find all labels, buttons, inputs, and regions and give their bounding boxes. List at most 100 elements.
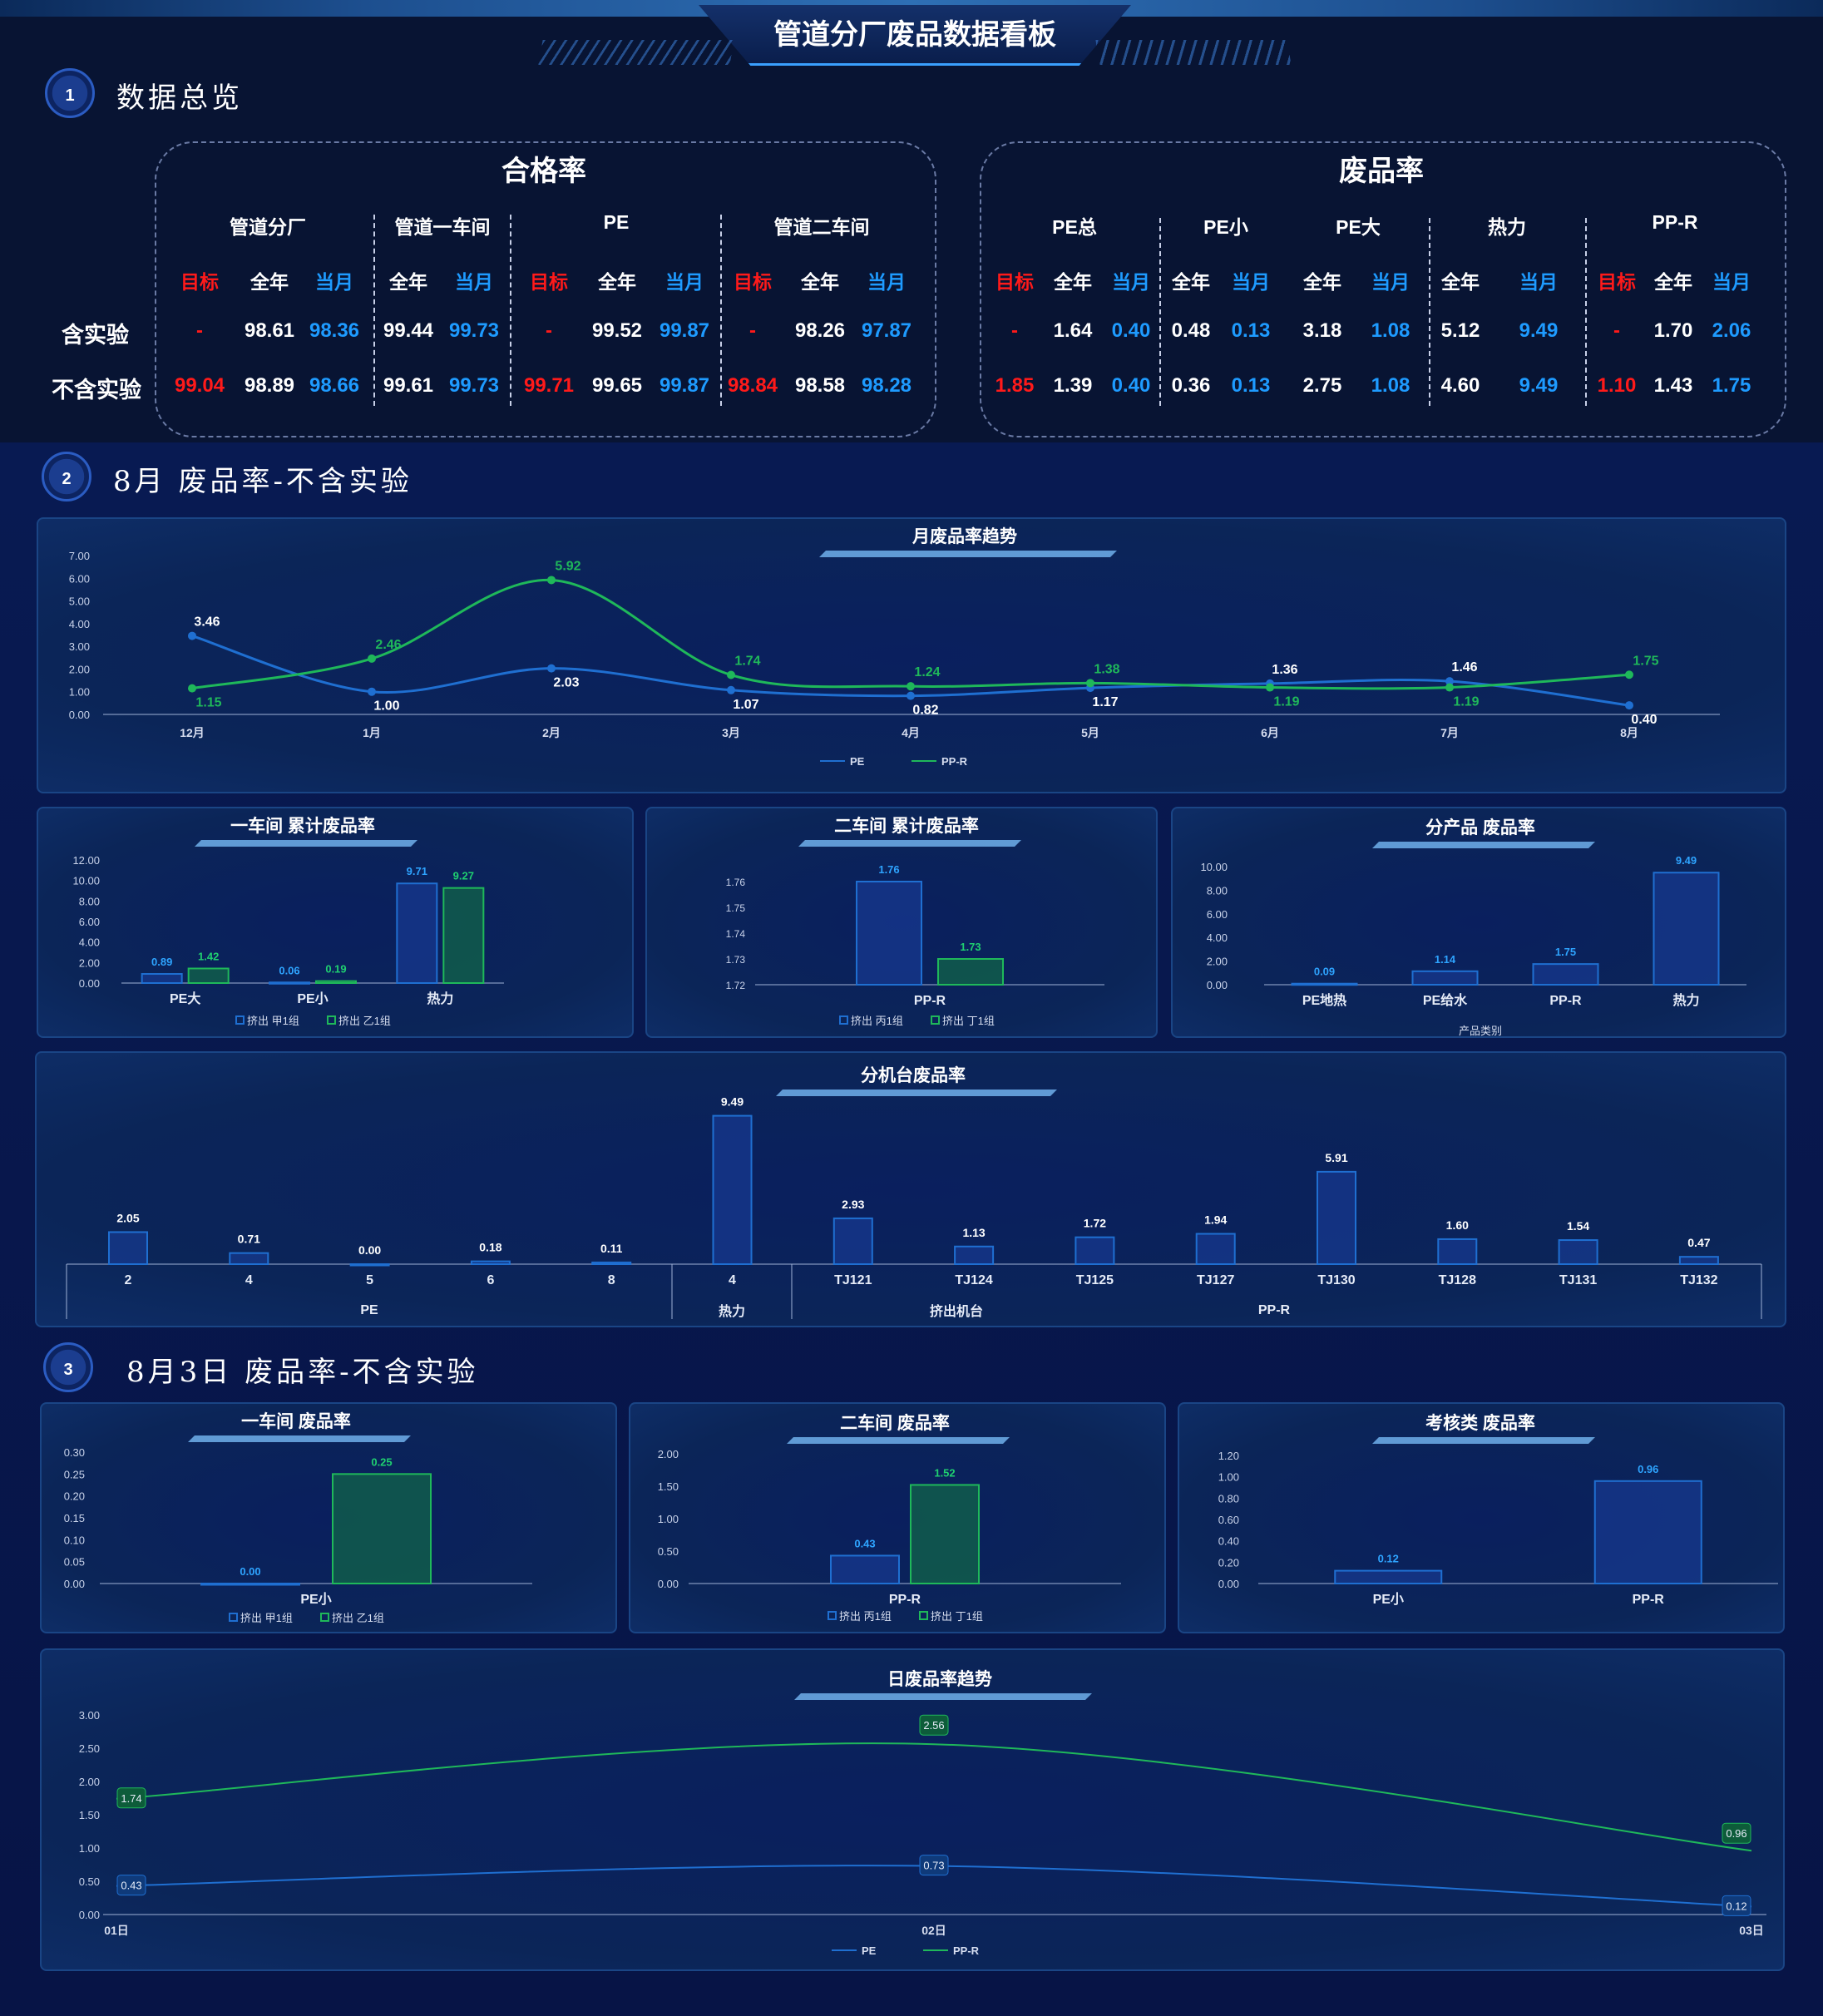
y-tick-label: 2.00 — [1207, 956, 1228, 968]
pass-col-header: 目标 — [734, 271, 772, 293]
bar — [229, 1252, 269, 1265]
pass-group-header: 管道一车间 — [394, 216, 491, 238]
x-tick-label: PE地热 — [1302, 992, 1346, 1008]
y-tick-label: 2.00 — [658, 1448, 679, 1460]
pass-group-header: 管道分厂 — [230, 216, 306, 238]
y-tick-label: 1.00 — [79, 1842, 100, 1855]
y-tick-label: 0.50 — [79, 1875, 100, 1888]
monthly-trend-panel: 月废品率趋势 0.00 1.00 2.00 3.00 4.00 5.00 6.00 7.00 12… — [37, 517, 1786, 793]
section-3-title: 8月3日 废品率-不含实验 — [126, 1356, 479, 1389]
scrap-col-header: 全年 — [1654, 271, 1692, 293]
bar — [1195, 1233, 1236, 1265]
y-tick-label: 6.00 — [69, 572, 90, 585]
data-label: 5.92 — [555, 559, 580, 573]
bar-value-label: 1.72 — [1084, 1217, 1106, 1230]
x-tick-label: PP-R — [1549, 994, 1582, 1008]
pass-cell: 99.44 — [383, 319, 434, 342]
y-tick-label: 1.00 — [69, 686, 90, 699]
scrap-cell: 1.10 — [1597, 374, 1637, 397]
y-tick-label: 0.25 — [64, 1468, 85, 1480]
bar — [1291, 982, 1358, 986]
title-underline — [798, 840, 1021, 847]
y-tick-label: 0.00 — [64, 1578, 85, 1590]
bar-value-label: 0.96 — [1638, 1463, 1658, 1475]
legend-swatch — [919, 1611, 928, 1620]
scrap-group-header: PE小 — [1203, 216, 1248, 238]
ws2-day-panel: 二车间 废品率 0.00 0.50 1.00 1.50 2.00 PP-R 0.43 1.52 挤… — [629, 1402, 1166, 1633]
ws2-day-chart: 二车间 废品率 0.00 0.50 1.00 1.50 2.00 PP-R 0.43 1.52 挤… — [658, 1413, 1121, 1623]
pass-group-header: PE — [603, 211, 630, 233]
assess-day-chart: 考核类 废品率 0.00 0.20 0.40 0.60 0.80 1.00 1.20 PE小 0.… — [1218, 1413, 1778, 1607]
chart-title: 分产品 废品率 — [1425, 818, 1535, 838]
y-tick-label: 0.00 — [1218, 1578, 1239, 1590]
x-tick-label: PE大 — [170, 991, 200, 1006]
data-point — [547, 664, 556, 673]
legend-label: 挤出 丙1组 — [839, 1610, 892, 1623]
data-point — [1445, 683, 1454, 692]
title-underline — [776, 1090, 1057, 1096]
data-label: 1.24 — [914, 665, 940, 679]
x-tick-label: 6月 — [1261, 726, 1279, 739]
data-label: 1.17 — [1092, 695, 1118, 709]
y-tick-label: 0.40 — [1218, 1535, 1239, 1548]
y-tick-label: 1.50 — [658, 1480, 679, 1493]
bar — [108, 1231, 148, 1266]
y-tick-label: 1.73 — [726, 954, 746, 966]
pass-cell: 99.04 — [174, 374, 225, 397]
bar — [315, 980, 357, 984]
x-tick-label: 2月 — [542, 726, 561, 739]
data-point — [1086, 679, 1094, 688]
y-tick-label: 0.05 — [64, 1556, 85, 1569]
data-point — [188, 684, 196, 693]
bar — [1678, 1256, 1719, 1266]
legend-swatch — [931, 1015, 940, 1025]
data-label: 1.15 — [195, 696, 221, 710]
scrap-divider — [1159, 218, 1161, 406]
data-point — [907, 682, 915, 691]
scrap-cell: 9.49 — [1519, 319, 1559, 342]
data-label-box — [1722, 1895, 1751, 1916]
data-label: 1.00 — [373, 699, 399, 714]
ws1-day-chart: 一车间 废品率 0.00 0.05 0.10 0.15 0.20 0.25 0.30 PE小 0.… — [64, 1411, 532, 1624]
scrap-col-header: 当月 — [1232, 271, 1270, 293]
bar-value-label: 0.00 — [358, 1243, 381, 1257]
data-point — [1266, 683, 1274, 692]
data-label: 3.46 — [194, 615, 220, 630]
pass-col-header: 目标 — [180, 271, 219, 293]
x-tick-label: TJ127 — [1197, 1273, 1234, 1287]
scrap-cell: 0.40 — [1111, 319, 1151, 342]
scrap-cell: 1.39 — [1053, 374, 1093, 397]
scrap-cell: 0.48 — [1171, 319, 1211, 342]
legend-label: PP-R — [941, 755, 968, 768]
y-tick-label: 6.00 — [1207, 908, 1228, 921]
title-underline — [188, 1435, 411, 1442]
ws2-cum-chart: 二车间 累计废品率 1.72 1.73 1.74 1.75 1.76 PP-R 1.76 1.7… — [726, 816, 1104, 1027]
pass-col-header: 全年 — [801, 271, 839, 293]
scrap-col-header: 目标 — [1598, 271, 1636, 293]
data-point — [188, 631, 196, 640]
legend-swatch — [327, 1015, 336, 1025]
bar-value-label: 1.54 — [1567, 1219, 1589, 1233]
bar — [856, 881, 922, 986]
legend-label: 挤出 甲1组 — [247, 1015, 299, 1027]
scrap-cell: 1.08 — [1371, 374, 1410, 397]
scrap-group-header: 热力 — [1488, 216, 1526, 238]
x-tick-label: 01日 — [104, 1924, 129, 1937]
scrap-group-header: PE大 — [1336, 216, 1381, 238]
data-label: 1.46 — [1451, 660, 1477, 674]
monthly-trend-chart: 月废品率趋势 0.00 1.00 2.00 3.00 4.00 5.00 6.00 7.00 12… — [69, 526, 1720, 768]
pass-cell: 98.84 — [727, 374, 778, 397]
chart-title: 月废品率趋势 — [912, 526, 1017, 546]
legend-label: PP-R — [953, 1944, 980, 1957]
y-tick-label: 2.50 — [79, 1742, 100, 1755]
scrap-cell: 4.60 — [1440, 374, 1480, 397]
scrap-cell: - — [1011, 319, 1018, 342]
page-title: 管道分厂废品数据看板 — [773, 19, 1056, 51]
bar-value-label: 0.71 — [238, 1233, 260, 1246]
y-tick-label: 3.00 — [79, 1709, 100, 1722]
pass-group-header: 管道二车间 — [773, 216, 870, 238]
legend-swatch — [320, 1613, 329, 1622]
bar — [832, 1217, 873, 1265]
legend-label: PE — [862, 1944, 877, 1957]
x-tick-label: 1月 — [363, 726, 381, 739]
